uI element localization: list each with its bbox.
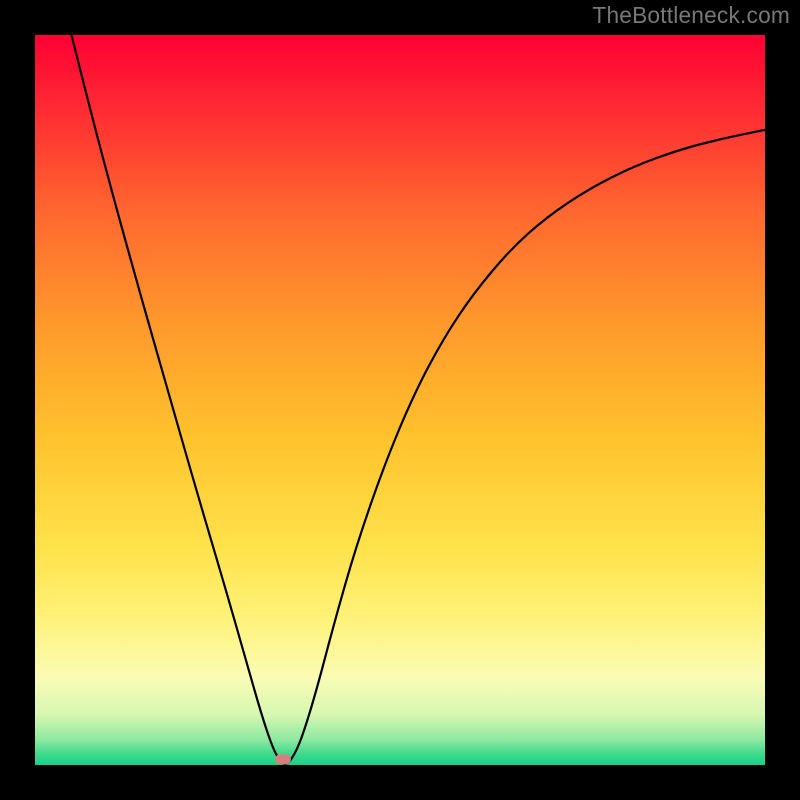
watermark-text: TheBottleneck.com	[592, 2, 790, 29]
background-gradient	[35, 35, 765, 765]
outer-frame	[35, 35, 765, 765]
plot-area	[35, 35, 765, 765]
minimum-marker	[275, 754, 291, 763]
chart-root: TheBottleneck.com	[0, 0, 800, 800]
